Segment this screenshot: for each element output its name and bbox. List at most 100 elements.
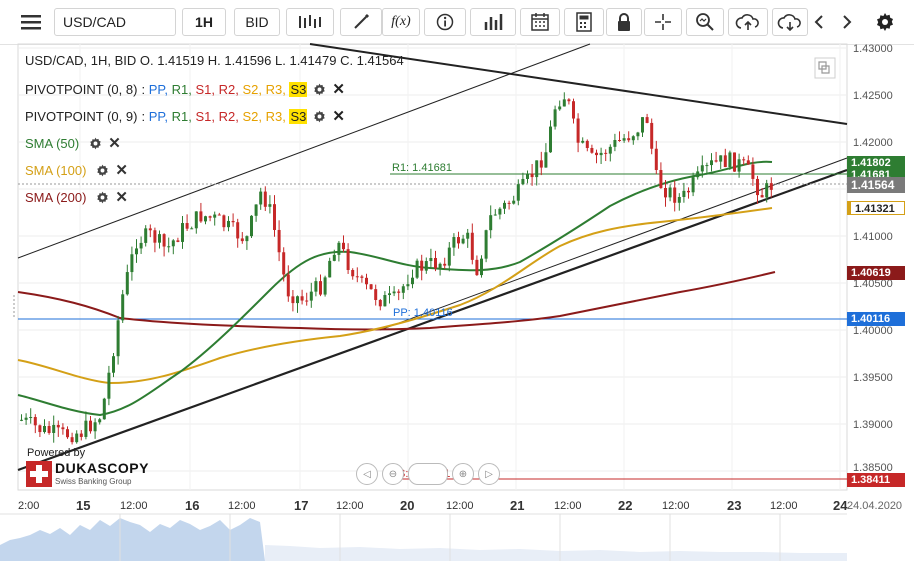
- candle-body: [581, 140, 585, 143]
- x-tick: 17: [294, 498, 309, 513]
- candle-body: [415, 260, 419, 278]
- candle-body: [530, 173, 534, 178]
- symbol-selector[interactable]: USD/CAD: [54, 8, 176, 36]
- info-icon[interactable]: [424, 8, 466, 36]
- candle-body: [181, 223, 184, 242]
- x-tick: 12:00: [554, 500, 582, 512]
- close-icon[interactable]: ✕: [115, 189, 128, 206]
- gear-icon[interactable]: [96, 191, 109, 204]
- candle-body: [319, 281, 322, 295]
- y-tick: 1.41000: [853, 231, 893, 243]
- scroll-left-icon[interactable]: [808, 8, 830, 36]
- legend-sma-100[interactable]: SMA (100) ✕: [25, 161, 128, 179]
- close-icon[interactable]: ✕: [108, 135, 121, 152]
- candle-body: [227, 220, 230, 228]
- calculator-icon[interactable]: [564, 8, 604, 36]
- zoom-out-icon[interactable]: ⊖: [382, 463, 404, 485]
- side-selector[interactable]: BID: [234, 8, 280, 36]
- zoom-icon[interactable]: [686, 8, 724, 36]
- candle-body: [751, 164, 755, 179]
- candle-body: [627, 138, 631, 141]
- candle-body: [360, 276, 364, 278]
- chart-type-icon[interactable]: [286, 8, 334, 36]
- navigator-area: [0, 518, 265, 561]
- candle-body: [56, 424, 60, 428]
- candle-body: [700, 165, 704, 172]
- candle-body: [719, 155, 723, 162]
- candle-body: [29, 417, 33, 419]
- candle-body: [208, 216, 212, 218]
- price-tag-current: 1.41564: [847, 177, 905, 193]
- y-tick: 1.39500: [853, 372, 893, 384]
- gear-icon[interactable]: [89, 137, 102, 150]
- zoom-in-icon[interactable]: ⊕: [452, 463, 474, 485]
- candle-body: [512, 200, 516, 204]
- sma-50-line: [17, 160, 773, 417]
- timeframe-selector[interactable]: 1H: [182, 8, 226, 36]
- candle-body: [664, 188, 667, 198]
- prev-icon[interactable]: ◁: [356, 463, 378, 485]
- candle-body: [365, 277, 368, 285]
- candle-body: [79, 433, 83, 437]
- candle-body: [636, 132, 640, 137]
- candle-body: [673, 187, 677, 203]
- upload-cloud-icon[interactable]: [728, 8, 768, 36]
- gear-icon[interactable]: [96, 164, 109, 177]
- candle-body: [452, 237, 456, 248]
- close-icon[interactable]: ✕: [332, 81, 345, 98]
- next-icon[interactable]: ▷: [478, 463, 500, 485]
- candle-body: [240, 238, 244, 242]
- candle-body: [43, 425, 46, 433]
- crosshair-icon[interactable]: [644, 8, 682, 36]
- gear-icon[interactable]: [313, 83, 326, 96]
- candle-body: [769, 183, 773, 190]
- lock-icon[interactable]: [606, 8, 642, 36]
- settings-gear-icon[interactable]: [872, 8, 898, 36]
- zoom-mid-icon[interactable]: [408, 463, 448, 485]
- candle-body: [369, 284, 373, 290]
- draw-tool-icon[interactable]: [340, 8, 382, 36]
- candle-body: [705, 165, 709, 167]
- x-tick: 16: [185, 498, 200, 513]
- candle-body: [378, 299, 382, 307]
- candle-body: [746, 160, 750, 165]
- candle-body: [733, 152, 736, 172]
- x-tick: 15: [76, 498, 91, 513]
- r1-key: R1,: [171, 108, 192, 124]
- expand-chart-icon[interactable]: [814, 57, 836, 79]
- gear-icon[interactable]: [313, 110, 326, 123]
- candle-body: [493, 214, 497, 216]
- candle-body: [434, 257, 437, 269]
- close-icon[interactable]: ✕: [332, 108, 345, 125]
- candle-body: [613, 139, 617, 147]
- legend-pivot-8[interactable]: PIVOTPOINT (0, 8) : PP, R1, S1, R2, S2, …: [25, 81, 345, 98]
- legend-sma-200[interactable]: SMA (200) ✕: [25, 188, 128, 206]
- candle-body: [245, 236, 249, 242]
- candle-body: [696, 171, 700, 178]
- candle-body: [121, 294, 125, 321]
- calendar-icon[interactable]: [520, 8, 560, 36]
- candle-body: [723, 155, 727, 168]
- side-label: BID: [245, 14, 269, 30]
- menu-icon[interactable]: [14, 8, 48, 36]
- legend-pivot-9[interactable]: PIVOTPOINT (0, 9) : PP, R1, S1, R2, S2, …: [25, 108, 345, 125]
- scroll-right-icon[interactable]: [836, 8, 858, 36]
- download-cloud-icon[interactable]: [772, 8, 808, 36]
- brand-sub: Swiss Banking Group: [55, 477, 132, 486]
- sma-100-line: [17, 207, 773, 385]
- candle-body: [765, 183, 769, 198]
- candle-body: [576, 118, 580, 143]
- candle-body: [507, 202, 511, 204]
- function-icon[interactable]: f(x): [382, 8, 420, 36]
- candle-body: [89, 420, 92, 432]
- close-icon[interactable]: ✕: [115, 162, 128, 179]
- y-tick: 1.40500: [853, 278, 893, 290]
- x-tick: 2:00: [18, 500, 40, 512]
- r1-key: R1,: [171, 81, 192, 97]
- bar-chart-icon[interactable]: [470, 8, 516, 36]
- candle-body: [332, 254, 336, 261]
- candle-body: [599, 152, 603, 156]
- legend-sma-50[interactable]: SMA (50) ✕: [25, 134, 121, 152]
- trend-lines[interactable]: [17, 43, 848, 472]
